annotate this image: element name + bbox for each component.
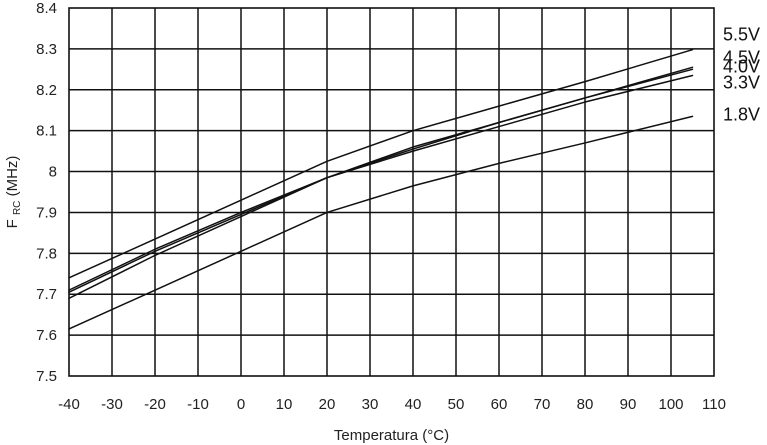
x-tick-label: -30 <box>101 396 123 413</box>
x-axis-label: Temperatura (°C) <box>334 427 449 444</box>
x-tick-label: 110 <box>702 396 726 413</box>
y-tick-label: 8.4 <box>36 0 57 17</box>
y-axis-ticks: 7.5 7.6 7.7 7.8 7.9 8 8.1 8.2 8.3 8.4 <box>36 0 57 385</box>
x-tick-label: 20 <box>319 396 336 413</box>
y-axis-label-unit: (MHz) <box>4 156 21 197</box>
series-label-4-0v: 4.0V <box>723 56 760 76</box>
y-tick-label: 8 <box>49 164 57 181</box>
x-tick-label: 40 <box>405 396 422 413</box>
y-tick-label: 8.2 <box>36 82 57 99</box>
x-tick-label: 0 <box>237 396 245 413</box>
x-tick-label: 70 <box>534 396 551 413</box>
x-tick-label: 100 <box>658 396 683 413</box>
x-tick-label: 60 <box>491 396 508 413</box>
y-tick-label: 8.3 <box>36 41 57 58</box>
y-tick-label: 7.8 <box>36 245 57 262</box>
x-tick-label: 10 <box>276 396 293 413</box>
series-line-1-8v <box>68 115 694 330</box>
series-labels: 5.5V4.5V4.0V3.3V 1.8V <box>723 25 760 125</box>
y-tick-label: 7.7 <box>36 286 57 303</box>
x-tick-label: -10 <box>187 396 209 413</box>
series-lines <box>68 48 694 330</box>
y-axis-label-main: F <box>4 219 21 228</box>
series-label-1-8v: 1.8V <box>723 104 760 124</box>
y-axis-label-subscript: RC <box>12 201 23 215</box>
y-tick-label: 8.1 <box>36 123 57 140</box>
series-line-4-0v <box>68 68 694 293</box>
x-tick-label: 50 <box>448 396 465 413</box>
series-line-4-5v <box>68 66 694 291</box>
series-line-3-3v <box>68 74 694 300</box>
x-tick-label: -20 <box>144 396 166 413</box>
series-line-5-5v <box>68 48 694 279</box>
x-tick-label: -40 <box>58 396 80 413</box>
series-label-5-5v: 5.5V <box>723 25 760 45</box>
x-tick-label: 80 <box>577 396 594 413</box>
x-axis-ticks: -40 -30 -20 -10 0 10 20 30 40 50 60 70 80 90 100 110 <box>58 396 726 413</box>
grid <box>69 8 714 376</box>
y-tick-label: 7.6 <box>36 327 57 344</box>
plot-frame <box>68 7 715 377</box>
y-tick-label: 7.5 <box>36 368 57 385</box>
x-tick-label: 90 <box>620 396 637 413</box>
y-tick-label: 7.9 <box>36 204 57 221</box>
series-label-3-3v: 3.3V <box>723 72 760 92</box>
x-tick-label: 30 <box>362 396 379 413</box>
y-axis-label: F RC (MHz) <box>4 156 24 229</box>
series-label-4-5v: 4.5V <box>723 47 760 67</box>
